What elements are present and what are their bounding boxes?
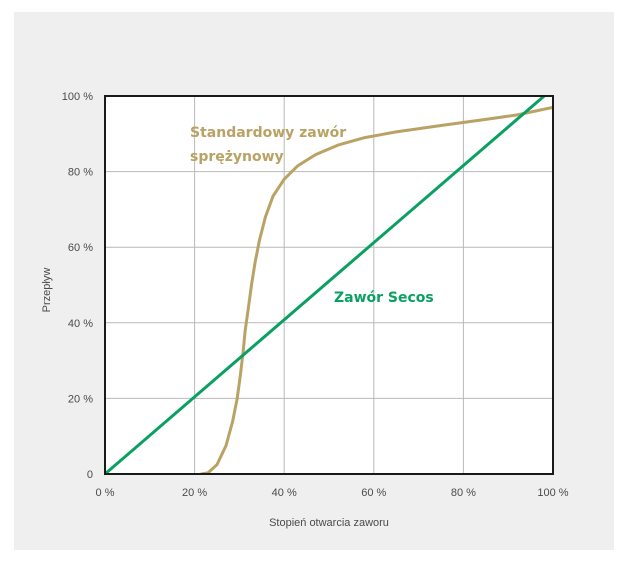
y-tick-label-0: 0 <box>87 469 93 481</box>
y-tick-label-20: 20 % <box>68 393 93 405</box>
series-label-spring-valve-line-2: sprężynowy <box>190 149 284 165</box>
y-tick-label-80: 80 % <box>68 167 93 179</box>
y-tick-label-60: 60 % <box>68 242 93 254</box>
x-tick-label-100: 100 % <box>537 487 568 499</box>
series-label-spring-valve-line-1: Standardowy zawór <box>190 125 346 141</box>
series-label-secos-valve: Zawór Secos <box>334 290 434 306</box>
series-line-secos-valve <box>105 96 547 474</box>
x-axis-title: Stopień otwarcia zaworu <box>269 517 389 529</box>
series-label-spring-valve: Standardowy zawór sprężynowy <box>190 125 351 165</box>
y-axis-title: Przepływ <box>41 268 53 313</box>
grid-lines <box>105 96 553 474</box>
plot-frame <box>104 95 554 475</box>
y-axis-ticks: 0 20 % 40 % 60 % 80 % 100 % <box>62 91 93 481</box>
x-tick-label-0: 0 % <box>96 487 115 499</box>
x-axis-ticks: 0 % 20 % 40 % 60 % 80 % 100 % <box>96 487 569 499</box>
y-tick-label-40: 40 % <box>68 318 93 330</box>
x-tick-label-80: 80 % <box>451 487 476 499</box>
x-tick-label-40: 40 % <box>272 487 297 499</box>
x-tick-label-60: 60 % <box>361 487 386 499</box>
x-tick-label-20: 20 % <box>182 487 207 499</box>
y-tick-label-100: 100 % <box>62 91 93 103</box>
series-line-spring-valve <box>199 105 553 474</box>
